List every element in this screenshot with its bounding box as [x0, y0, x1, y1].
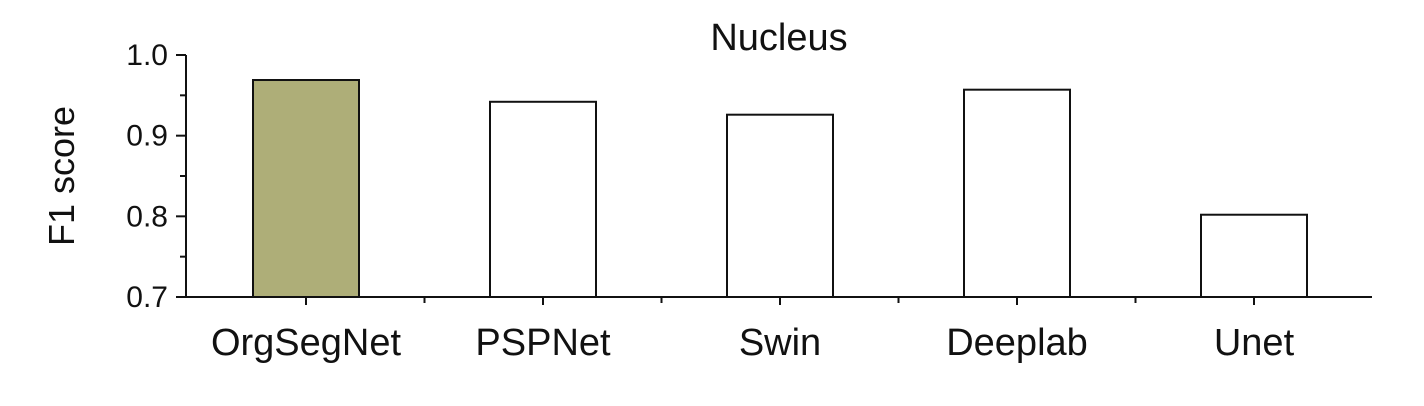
bar-unet — [1200, 213, 1308, 298]
y-tick-label: 0.9 — [126, 120, 168, 153]
category-label-swin: Swin — [739, 322, 821, 364]
chart-title: Nucleus — [710, 17, 847, 59]
bar-pspnet — [489, 100, 597, 298]
bar-deeplab — [963, 88, 1071, 299]
bar-orgsegnet — [252, 79, 360, 298]
category-label-unet: Unet — [1214, 322, 1295, 364]
y-ticks-group: 0.7 0.8 0.9 1.0 — [126, 39, 186, 314]
x-ticks-group — [305, 297, 1255, 305]
y-tick-label: 0.7 — [126, 281, 168, 314]
bar-swin — [726, 113, 834, 299]
category-label-pspnet: PSPNet — [475, 322, 611, 364]
y-tick-label: 0.8 — [126, 200, 168, 233]
y-axis-label: F1 score — [41, 106, 82, 246]
category-label-deeplab: Deeplab — [946, 322, 1088, 364]
y-tick-label: 1.0 — [126, 39, 168, 72]
category-label-orgsegnet: OrgSegNet — [211, 322, 402, 364]
bars-group — [252, 79, 1308, 299]
category-labels-group: OrgSegNet PSPNet Swin Deeplab Unet — [211, 322, 1295, 364]
